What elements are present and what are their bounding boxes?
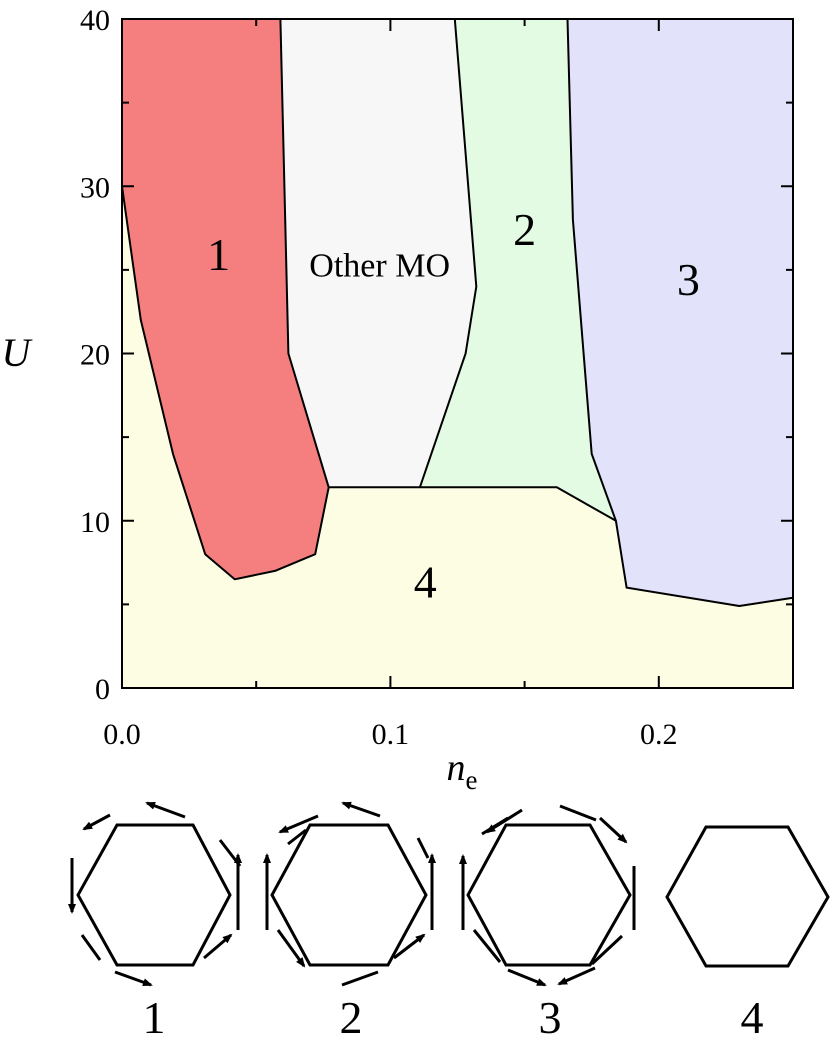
phase-regions xyxy=(122,19,793,688)
region-label: 3 xyxy=(677,254,700,305)
x-tick-label: 0.1 xyxy=(372,718,410,751)
phase-boundary-line xyxy=(328,486,617,522)
spin-diagram-label: 3 xyxy=(539,992,562,1040)
region-2 xyxy=(419,19,616,521)
spin-diagram-2: 2 xyxy=(263,801,436,1040)
region-label: 2 xyxy=(513,204,536,255)
spin-diagram-3: 3 xyxy=(459,804,636,1040)
spin-arrow xyxy=(557,966,596,986)
region-label: 1 xyxy=(207,229,230,280)
phase-boundary-line xyxy=(566,18,794,607)
spin-arrow xyxy=(276,929,306,968)
spin-arrow xyxy=(598,816,628,844)
x-tick-label: 0.2 xyxy=(640,718,678,751)
region-label: Other MO xyxy=(309,248,450,285)
region-other-mo xyxy=(280,19,477,488)
spin-arrow xyxy=(114,970,153,987)
y-tick-label: 40 xyxy=(80,4,110,37)
spin-arrow xyxy=(590,934,624,966)
phase-boundaries xyxy=(121,18,794,607)
spin-diagram-label: 4 xyxy=(741,992,764,1040)
spin-arrow xyxy=(203,933,233,960)
y-tick-label: 20 xyxy=(80,339,110,372)
hexagon xyxy=(270,823,428,967)
spin-diagram-4: 4 xyxy=(665,825,830,1040)
region-label: 4 xyxy=(414,557,437,608)
phase-boundary-line xyxy=(418,18,478,488)
spin-arrow xyxy=(485,808,523,834)
spin-arrow xyxy=(507,968,547,987)
region-labels: 4 Other MO 2 3 1 xyxy=(207,204,700,608)
hexagon xyxy=(76,823,232,967)
y-tick-label: 0 xyxy=(95,673,110,706)
axis-ticks xyxy=(121,18,794,689)
spin-arrow xyxy=(287,828,307,846)
spin-arrow xyxy=(393,933,426,960)
spin-arrow xyxy=(341,801,381,818)
y-axis-label: U xyxy=(2,330,34,375)
phase-boundary-line xyxy=(121,19,330,581)
spin-arrow xyxy=(559,804,597,822)
spin-diagram-label: 1 xyxy=(143,992,166,1040)
spin-arrow xyxy=(278,814,319,834)
spin-diagram-1: 1 xyxy=(68,801,242,1040)
y-tick-label: 10 xyxy=(80,506,110,539)
axis-tick-labels: 0 10 20 30 40 0.0 0.1 0.2 xyxy=(80,4,678,751)
x-axis-label-main: n xyxy=(447,747,466,789)
x-axis-label: ne xyxy=(447,747,478,795)
spin-diagram-label: 2 xyxy=(340,992,363,1040)
hexagon xyxy=(665,825,830,968)
y-tick-label: 30 xyxy=(80,171,110,204)
spin-arrow xyxy=(82,813,111,831)
phase-diagram: 4 Other MO 2 3 1 0 10 20 30 40 0.0 0.1 0.2 U ne xyxy=(2,4,794,795)
spin-arrow xyxy=(416,837,430,859)
spin-arrow xyxy=(472,929,502,963)
region-1 xyxy=(122,19,329,580)
phase-boundary-line xyxy=(279,18,330,488)
spin-arrow xyxy=(145,801,186,819)
spin-arrow xyxy=(80,934,102,961)
spin-configurations: 1 2 3 xyxy=(68,801,830,1040)
region-3 xyxy=(567,19,793,606)
spin-arrow xyxy=(341,970,379,987)
hexagon xyxy=(466,823,632,967)
x-tick-label: 0.0 xyxy=(103,718,141,751)
x-axis-label-subscript: e xyxy=(466,765,478,795)
